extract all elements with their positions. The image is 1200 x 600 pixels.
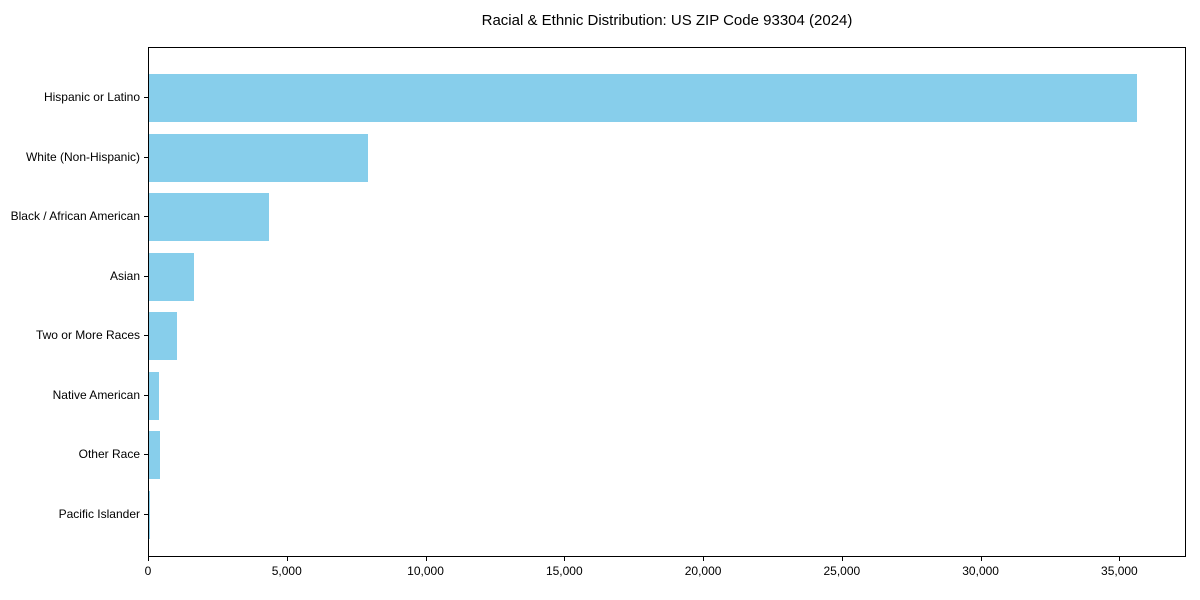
y-axis-label: Black / African American (10, 209, 140, 223)
y-axis-label: Other Race (78, 447, 140, 461)
y-tick-mark (144, 335, 148, 336)
x-tick-label: 30,000 (962, 564, 999, 578)
x-tick-label: 35,000 (1101, 564, 1138, 578)
x-tick-label: 5,000 (271, 564, 302, 578)
bar (149, 431, 160, 479)
y-tick-mark (144, 513, 148, 515)
bar (149, 371, 160, 420)
bar (149, 252, 195, 301)
x-tick-mark (980, 557, 982, 561)
chart-title: Racial & Ethnic Distribution: US ZIP Cod… (481, 12, 853, 29)
x-tick-mark (841, 557, 843, 561)
x-tick-mark (564, 557, 566, 561)
bar (149, 490, 151, 539)
y-tick-mark (144, 275, 148, 277)
y-axis-label: Two or More Races (35, 328, 140, 342)
y-axis-label: Asian (109, 268, 140, 283)
bar (149, 312, 177, 360)
bar (149, 193, 270, 241)
y-tick-mark (144, 394, 148, 396)
x-tick-label: 10,000 (407, 564, 444, 578)
bar (149, 133, 368, 182)
y-axis-label: Native American (52, 387, 140, 402)
x-tick-label: 25,000 (823, 564, 861, 578)
x-tick-label: 0 (144, 564, 152, 578)
x-tick-mark (286, 557, 288, 561)
y-tick-mark (144, 454, 148, 455)
y-tick-mark (144, 156, 148, 158)
x-tick-mark (425, 557, 427, 561)
x-tick-mark (703, 557, 705, 561)
y-axis-label: White (Non-Hispanic) (25, 149, 140, 164)
x-tick-mark (1119, 557, 1121, 561)
y-axis-label: Pacific Islander (58, 506, 140, 521)
x-tick-mark (148, 557, 149, 561)
y-axis-label: Hispanic or Latino (43, 90, 140, 104)
bar (149, 74, 1138, 122)
y-tick-mark (144, 216, 148, 217)
y-tick-mark (144, 97, 148, 98)
plot-area (148, 47, 1186, 557)
x-tick-label: 15,000 (545, 564, 583, 578)
x-tick-label: 20,000 (684, 564, 722, 578)
